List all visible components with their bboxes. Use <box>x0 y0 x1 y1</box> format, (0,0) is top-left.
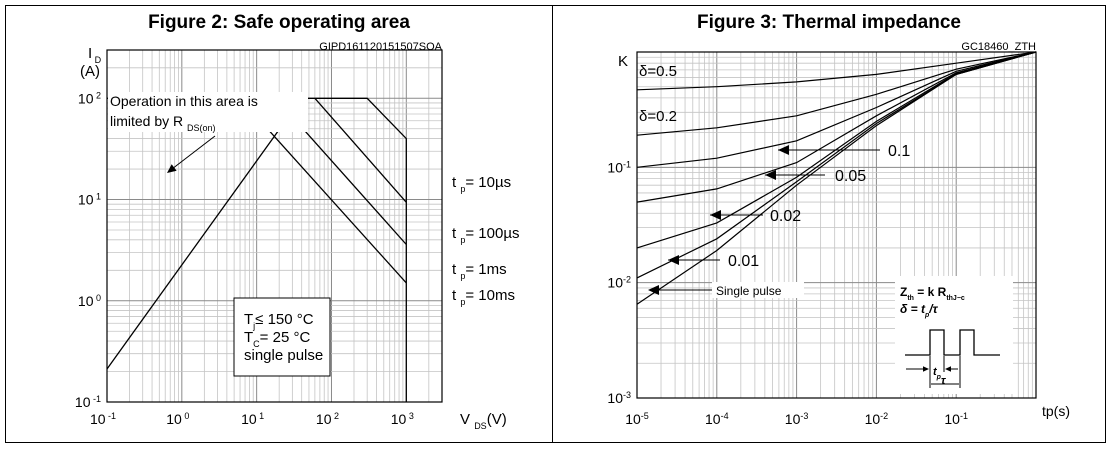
zth-series-label-2-arrow-head <box>778 145 789 155</box>
soa-series-line-1 <box>314 97 407 203</box>
soa-y-tick-label: 10 1 <box>78 192 101 208</box>
soa-annotation-line2: limited by R DS(on) <box>110 113 216 133</box>
zth-legend-box <box>895 276 1013 394</box>
zth-pulse-tp-arrow-head-right <box>945 366 951 372</box>
zth-legend-formula2: δ = tp/τ <box>900 302 939 319</box>
zth-series-label-4: 0.02 <box>770 208 801 225</box>
zth-series-label-0: δ=0.5 <box>639 63 677 80</box>
zth-code-label: GC18460_ZTH <box>961 41 1036 53</box>
soa-x-tick-label: 10 0 <box>166 411 189 427</box>
zth-x-tick-label: 10-4 <box>705 411 729 427</box>
soa-annotation-arrow-line <box>171 135 216 170</box>
zth-single-pulse-bg <box>712 282 804 298</box>
soa-conditions-tj: Tj≤ 150 °C <box>244 311 314 331</box>
soa-conditions-box <box>233 297 331 377</box>
soa-x-tick-label: 10 2 <box>316 411 339 427</box>
soa-y-axis-unit: (A) <box>80 63 100 80</box>
zth-x-tick-label: 10-2 <box>865 411 889 427</box>
zth-series-line-3 <box>636 51 1037 203</box>
soa-x-tick-label: 10 3 <box>391 411 414 427</box>
soa-y-axis-label: I D <box>88 45 102 65</box>
zth-legend-formula1: Zth = k RthJ−c <box>900 285 965 302</box>
zth-series-line-5 <box>636 51 1037 279</box>
soa-annotation-arrow-head <box>167 164 177 173</box>
zth-x-tick-label: 10-3 <box>785 411 809 427</box>
zth-pulse-tp-arrow-head-left <box>923 366 929 372</box>
soa-x-tick-label: 10 1 <box>241 411 264 427</box>
zth-series-line-6 <box>636 51 1037 305</box>
zth-y-axis-label: K <box>618 53 628 70</box>
zth-series-line-1 <box>636 51 1037 136</box>
soa-series-label-3: t p= 10ms <box>452 287 515 307</box>
soa-code-label: GIPD161120151507SOA <box>319 41 442 53</box>
soa-x-axis-label: V DS(V) <box>460 411 507 431</box>
zth-series-label-5-arrow-head <box>668 255 679 265</box>
zth-series-line-4 <box>636 51 1037 249</box>
figure3-title: Figure 3: Thermal impedance <box>697 12 961 33</box>
zth-series-label-4-arrow-head <box>710 210 721 220</box>
zth-series-label-6: Single pulse <box>716 284 782 298</box>
zth-x-tick-label: 10-5 <box>625 411 649 427</box>
zth-series-label-5: 0.01 <box>728 253 759 270</box>
zth-y-tick-label: 10-2 <box>607 275 631 291</box>
soa-y-tick-label: 10 2 <box>78 90 101 106</box>
zth-pulse-tau-label: τ <box>941 375 946 387</box>
soa-rds-limit-line <box>106 97 303 370</box>
soa-conditions-tc: TC= 25 °C <box>244 329 310 349</box>
zth-series-label-3-arrow-head <box>765 170 776 180</box>
zth-plot-frame <box>636 51 1037 399</box>
zth-series-line-0 <box>636 51 1037 91</box>
soa-conditions-pulse: single pulse <box>244 347 323 364</box>
zth-series-label-1: δ=0.2 <box>639 108 677 125</box>
zth-grid <box>636 51 1037 399</box>
soa-series-label-1: t p= 100µs <box>452 225 519 245</box>
soa-annotation-bg <box>108 92 308 132</box>
zth-series-label-3: 0.05 <box>835 168 866 185</box>
zth-pulse-tp-label: tp <box>933 366 942 381</box>
zth-single-pulse-arrow-head <box>648 285 659 295</box>
soa-annotation-line1: Operation in this area is <box>110 93 258 109</box>
zth-x-axis-label: tp(s) <box>1042 403 1070 419</box>
zth-series-label-2: 0.1 <box>888 143 910 160</box>
soa-plot-frame <box>106 49 443 403</box>
soa-y-tick-label: 10 0 <box>78 293 101 309</box>
zth-y-tick-label: 10-1 <box>607 159 631 175</box>
figure3-panel: Figure 3: Thermal impedance <box>552 5 1106 443</box>
soa-x-tick-label: 10 -1 <box>90 411 116 427</box>
zth-series-line-2 <box>636 51 1037 168</box>
soa-series-label-0: t p= 10µs <box>452 174 511 194</box>
soa-series-label-2: t p= 1ms <box>452 261 507 281</box>
zth-y-tick-label: 10-3 <box>607 390 631 406</box>
figure2-title: Figure 2: Safe operating area <box>148 12 410 33</box>
zth-pulse-waveform <box>905 329 1000 356</box>
zth-x-tick-label: 10-1 <box>944 411 968 427</box>
soa-y-tick-label: 10 -1 <box>75 394 101 410</box>
